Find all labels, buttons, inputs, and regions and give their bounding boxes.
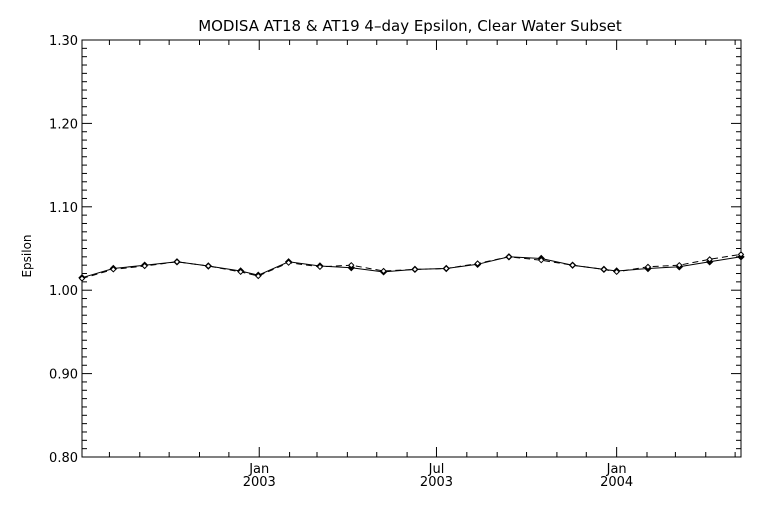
tick-marks: 0.800.901.001.101.201.30Jan2003Jul2003Ja… xyxy=(49,34,741,490)
data-point xyxy=(237,268,244,276)
data-point xyxy=(110,266,117,273)
y-axis-label: Epsilon xyxy=(20,234,34,277)
data-point xyxy=(78,275,86,282)
data-point xyxy=(285,259,292,266)
data-point xyxy=(569,261,576,269)
data-point xyxy=(538,256,545,264)
x-tick-label: Jul xyxy=(428,462,445,477)
data-point xyxy=(443,265,450,272)
y-tick-label: 0.80 xyxy=(49,451,78,466)
data-point xyxy=(380,267,387,275)
y-tick-label: 1.10 xyxy=(49,201,78,216)
x-tick-sublabel: 2004 xyxy=(600,475,633,490)
series-layer xyxy=(78,251,745,282)
y-tick-label: 1.30 xyxy=(49,34,78,49)
series-line-1 xyxy=(81,256,742,279)
data-point xyxy=(411,266,419,273)
data-point xyxy=(505,253,513,261)
chart-title: MODISA AT18 & AT19 4–day Epsilon, Clear … xyxy=(198,17,622,35)
data-point xyxy=(255,272,262,280)
x-tick-label: Jan xyxy=(606,462,627,477)
data-point xyxy=(173,258,181,266)
data-point xyxy=(613,268,620,276)
data-point xyxy=(737,251,745,258)
y-tick-label: 1.20 xyxy=(49,117,78,132)
data-point xyxy=(316,263,324,271)
y-tick-label: 0.90 xyxy=(49,368,78,383)
data-point xyxy=(205,262,212,270)
series-line-2 xyxy=(81,253,742,279)
y-tick-label: 1.00 xyxy=(49,284,78,299)
data-point xyxy=(600,266,608,273)
x-tick-sublabel: 2003 xyxy=(420,475,453,490)
data-point xyxy=(644,263,652,271)
series-2 xyxy=(78,251,745,282)
data-point xyxy=(141,262,148,270)
data-point xyxy=(348,261,355,269)
axes xyxy=(81,39,742,458)
data-point xyxy=(706,256,713,263)
data-point xyxy=(676,261,683,269)
plot-frame xyxy=(81,39,742,458)
x-tick-label: Jan xyxy=(248,462,269,477)
data-point xyxy=(474,260,481,267)
x-tick-sublabel: 2003 xyxy=(243,475,276,490)
